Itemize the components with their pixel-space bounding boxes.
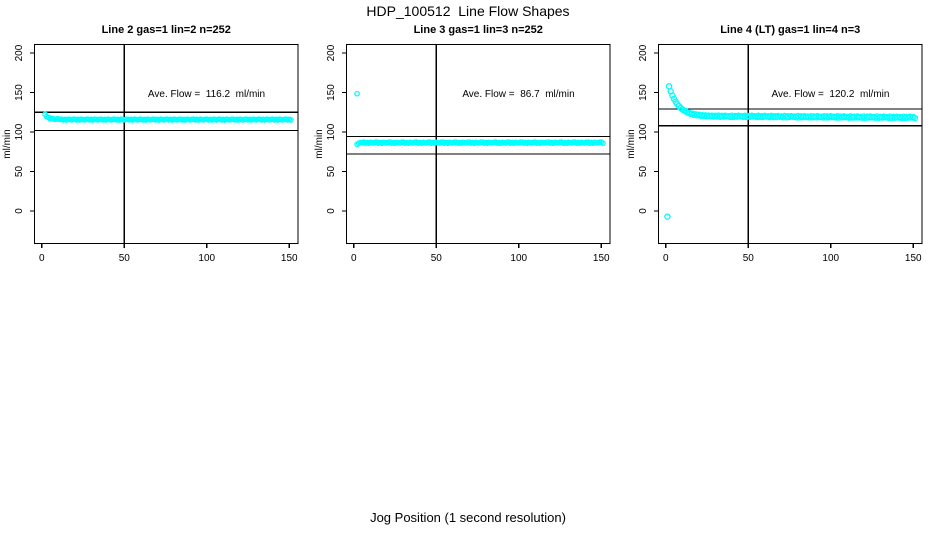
y-axis-label: ml/min <box>2 129 13 158</box>
y-tick-label: 100 <box>638 123 649 140</box>
x-tick-label: 100 <box>198 253 215 264</box>
panel-title: Line 4 (LT) gas=1 lin=4 n=3 <box>720 24 860 36</box>
y-tick-label: 150 <box>14 84 25 101</box>
y-axis: 0 50 100 150 200 <box>638 44 659 214</box>
y-tick-label: 200 <box>638 44 649 61</box>
x-tick-label: 150 <box>593 253 610 264</box>
data-points <box>354 90 606 148</box>
plot-box <box>33 43 299 245</box>
x-tick-label: 50 <box>431 253 443 264</box>
outlier-point <box>664 213 671 220</box>
panel-line3-chart: 0 50 100 150 0 50 100 150 200 ml/min Line 3 gas=1 … <box>314 24 611 264</box>
x-axis: 0 50 100 150 <box>39 243 298 264</box>
y-tick-label: 200 <box>14 44 25 61</box>
panel-line2-chart: 0 50 100 150 0 50 100 150 200 ml/min Line 2 gas=1 … <box>2 24 299 264</box>
figure-title: HDP_100512 Line Flow Shapes <box>366 3 570 19</box>
x-axis: 0 50 100 150 <box>663 243 922 264</box>
y-axis: 0 50 100 150 200 <box>326 44 347 214</box>
x-tick-label: 0 <box>351 253 357 264</box>
x-tick-label: 150 <box>281 253 298 264</box>
plot-box <box>345 43 611 245</box>
y-tick-label: 100 <box>326 123 337 140</box>
y-tick-label: 0 <box>14 208 25 214</box>
ave-flow-annotation: Ave. Flow = 120.2 ml/min <box>772 89 890 100</box>
y-tick-label: 0 <box>326 208 337 214</box>
outlier-point <box>354 90 360 97</box>
panel-title: Line 3 gas=1 lin=3 n=252 <box>414 24 543 36</box>
x-axis: 0 50 100 150 <box>351 243 610 264</box>
y-tick-label: 200 <box>326 44 337 61</box>
plot-box <box>657 43 923 245</box>
panel-line4-chart: 0 50 100 150 0 50 100 150 200 ml/min Line 4 (LT) g… <box>626 24 923 264</box>
data-points <box>664 83 919 220</box>
x-tick-label: 150 <box>905 253 922 264</box>
y-tick-label: 50 <box>638 166 649 178</box>
x-tick-label: 100 <box>510 253 527 264</box>
y-tick-label: 50 <box>326 166 337 178</box>
panel-title: Line 2 gas=1 lin=2 n=252 <box>102 24 231 36</box>
y-tick-label: 150 <box>638 84 649 101</box>
x-tick-label: 0 <box>663 253 669 264</box>
x-tick-label: 0 <box>39 253 45 264</box>
ave-flow-annotation: Ave. Flow = 116.2 ml/min <box>148 89 265 100</box>
y-tick-label: 0 <box>638 208 649 214</box>
x-tick-label: 50 <box>743 253 755 264</box>
y-axis-label: ml/min <box>626 129 637 158</box>
y-axis: 0 50 100 150 200 <box>14 44 35 214</box>
ave-flow-annotation: Ave. Flow = 86.7 ml/min <box>462 89 574 100</box>
y-axis-label: ml/min <box>314 129 325 158</box>
data-points <box>42 111 294 123</box>
x-tick-label: 50 <box>119 253 131 264</box>
y-tick-label: 100 <box>14 123 25 140</box>
y-tick-label: 150 <box>326 84 337 101</box>
x-tick-label: 100 <box>822 253 839 264</box>
x-axis-label: Jog Position (1 second resolution) <box>370 510 566 525</box>
y-tick-label: 50 <box>14 166 25 178</box>
